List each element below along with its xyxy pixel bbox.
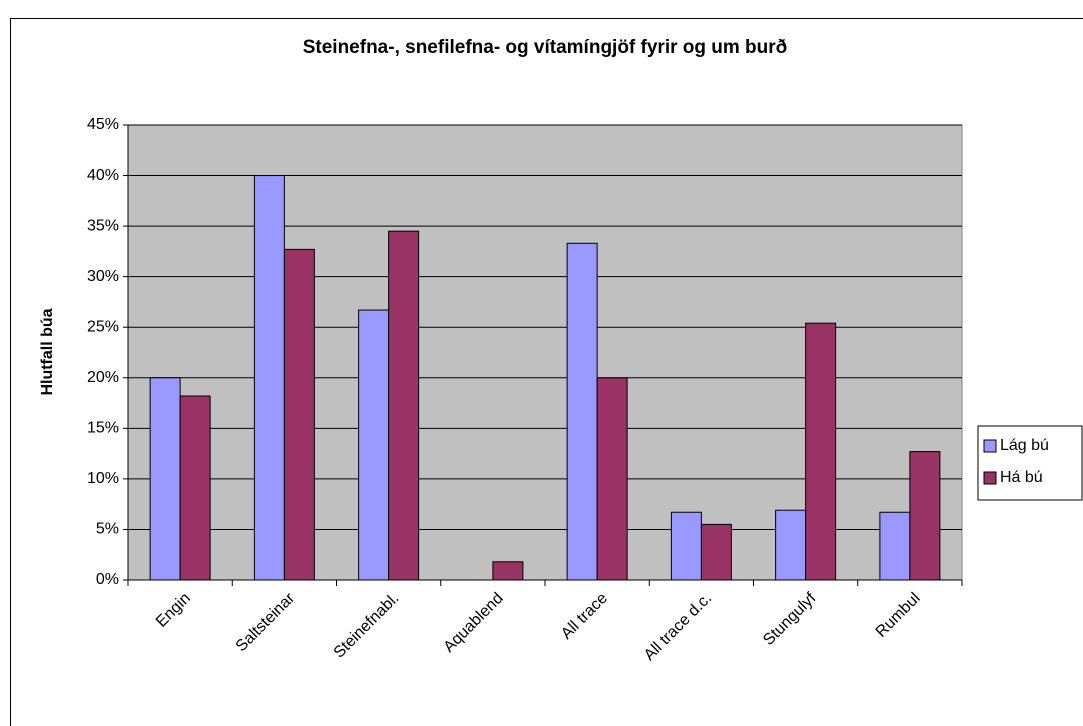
y-tick-label: 10% (87, 470, 119, 487)
bar (670, 511, 702, 581)
bar (253, 175, 285, 581)
bar (909, 451, 941, 581)
bar (596, 377, 628, 581)
y-tick-label: 15% (87, 420, 119, 437)
y-tick-label: 5% (96, 521, 119, 538)
legend-box (977, 425, 1083, 501)
y-tick-label: 30% (87, 268, 119, 285)
bar (775, 509, 807, 581)
legend-swatch (983, 471, 997, 485)
plot-area (127, 124, 963, 581)
y-tick-label: 20% (87, 369, 119, 386)
bar (149, 377, 181, 581)
bar (566, 242, 598, 581)
y-tick-label: 40% (87, 167, 119, 184)
y-axis-label: Hlutfall búa (39, 308, 56, 395)
y-tick-label: 0% (96, 571, 119, 588)
bar (879, 511, 911, 581)
bar (179, 395, 211, 581)
y-tick-label: 45% (87, 116, 119, 133)
bar (283, 248, 315, 581)
bar (492, 561, 524, 581)
legend-label: Há bú (1000, 469, 1043, 486)
chart-title: Steinefna-, snefilefna- og vítamíngjöf f… (303, 37, 788, 58)
bar (700, 523, 732, 581)
bar (388, 230, 420, 581)
y-tick-label: 35% (87, 217, 119, 234)
bar (805, 322, 837, 581)
legend-label: Lág bú (1000, 437, 1049, 454)
bar (358, 309, 390, 581)
legend-swatch (983, 439, 997, 453)
y-tick-label: 25% (87, 318, 119, 335)
